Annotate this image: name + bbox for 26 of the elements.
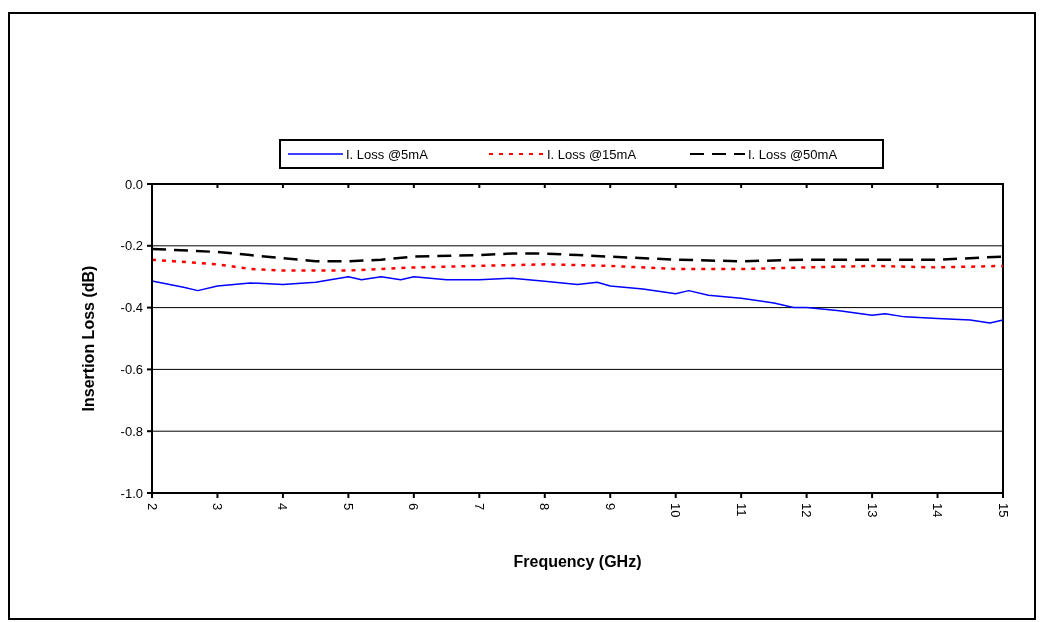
x-tick-label: 2 — [144, 503, 160, 511]
x-tick-label: 3 — [209, 503, 225, 511]
y-tick-label: -0.2 — [120, 238, 143, 254]
x-tick-label: 5 — [340, 503, 356, 511]
legend-label: I. Loss @5mA — [346, 147, 429, 162]
x-tick-label: 12 — [799, 503, 815, 518]
y-tick-label: -0.8 — [120, 423, 143, 439]
y-axis-title: Insertion Loss (dB) — [80, 265, 97, 412]
x-tick-label: 10 — [668, 503, 684, 518]
x-tick-label: 4 — [275, 503, 291, 511]
x-tick-label: 8 — [537, 503, 553, 511]
x-tick-label: 11 — [733, 503, 749, 517]
y-tick-label: -0.4 — [120, 300, 143, 316]
legend-label: I. Loss @15mA — [547, 147, 637, 162]
x-tick-label: 13 — [864, 503, 880, 518]
x-axis-title: Frequency (GHz) — [513, 553, 642, 570]
y-tick-label: 0.0 — [124, 176, 143, 192]
line-series — [150, 258, 1005, 272]
legend-label: I. Loss @50mA — [748, 147, 838, 162]
y-tick-label: -0.6 — [120, 361, 143, 377]
x-tick-label: 14 — [930, 503, 946, 518]
x-tick-label: 7 — [471, 503, 487, 511]
x-tick-label: 6 — [406, 503, 422, 511]
x-tick-label: 15 — [995, 503, 1011, 518]
x-tick-label: 9 — [602, 503, 618, 511]
y-tick-label: -1.0 — [120, 485, 143, 501]
